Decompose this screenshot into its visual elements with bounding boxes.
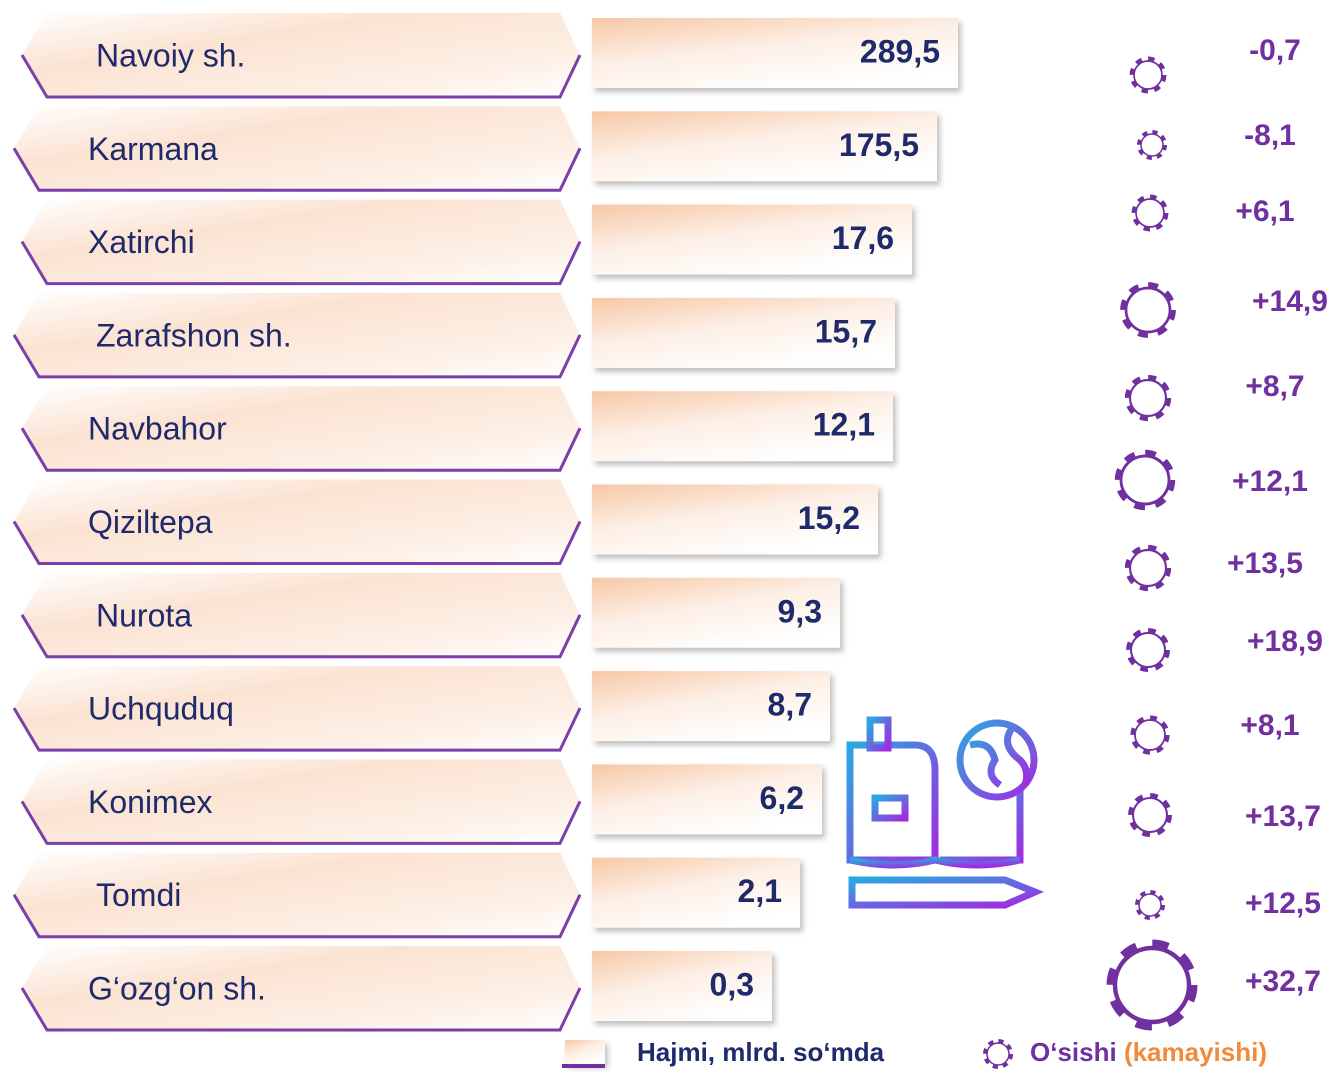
district-name: Nurota — [96, 597, 192, 633]
growth-value: +12,5 — [1245, 887, 1321, 920]
gear — [1124, 286, 1172, 334]
gear — [1129, 631, 1167, 669]
gear — [1113, 946, 1191, 1024]
volume-value: 6,2 — [760, 780, 804, 816]
district-name: Uchquduq — [88, 691, 234, 727]
growth-value: -0,7 — [1249, 34, 1301, 67]
growth-value: +13,7 — [1245, 800, 1321, 833]
gear — [1132, 59, 1164, 91]
volume-value: 289,5 — [860, 33, 940, 69]
legend-volume: Hajmi, mlrd. so‘mda — [637, 1037, 885, 1067]
district-name: G‘ozg‘on sh. — [88, 970, 266, 1006]
infographic: Navoiy sh. 289,5 -0,7 Karmana 175,5 -8,1 Xatir… — [0, 0, 1338, 1072]
volume-value: 9,3 — [778, 593, 822, 629]
volume-value: 15,2 — [798, 500, 860, 536]
volume-value: 12,1 — [813, 407, 875, 443]
district-name: Xatirchi — [88, 224, 195, 260]
growth-value: +14,9 — [1252, 285, 1328, 318]
growth-value: +18,9 — [1247, 625, 1323, 658]
growth-value: +12,1 — [1232, 465, 1308, 498]
district-name: Karmana — [88, 131, 218, 167]
gear — [1128, 548, 1168, 588]
gear — [1133, 718, 1167, 752]
district-name: Zarafshon sh. — [96, 317, 292, 353]
gear — [1139, 132, 1165, 158]
growth-value: +8,7 — [1245, 370, 1304, 403]
district-name: Navbahor — [88, 411, 227, 447]
district-name: Navoiy sh. — [96, 37, 245, 73]
volume-value: 8,7 — [768, 687, 812, 723]
district-name: Tomdi — [96, 877, 181, 913]
gear — [985, 1041, 1011, 1067]
growth-value: +8,1 — [1240, 709, 1299, 742]
volume-value: 17,6 — [832, 220, 894, 256]
legend-growth: O‘sishi (kamayishi) — [1030, 1037, 1267, 1067]
gear — [1131, 796, 1169, 834]
gear — [1119, 454, 1171, 506]
district-name: Konimex — [88, 784, 213, 820]
volume-value: 0,3 — [710, 966, 754, 1002]
growth-value: +6,1 — [1235, 195, 1294, 228]
growth-value: +32,7 — [1245, 965, 1321, 998]
gear — [1128, 378, 1168, 418]
growth-value: -8,1 — [1244, 119, 1296, 152]
growth-value: +13,5 — [1227, 547, 1303, 580]
book-icon — [850, 720, 1035, 905]
gear — [1137, 892, 1163, 918]
volume-value: 175,5 — [839, 127, 919, 163]
legend: Hajmi, mlrd. so‘mda O‘sishi (kamayishi) — [562, 1037, 1267, 1067]
volume-value: 15,7 — [815, 313, 877, 349]
gear — [1134, 197, 1166, 229]
district-name: Qiziltepa — [88, 504, 213, 540]
volume-value: 2,1 — [738, 873, 782, 909]
